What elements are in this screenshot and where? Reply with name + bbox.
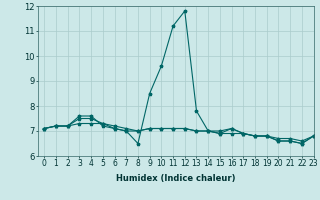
X-axis label: Humidex (Indice chaleur): Humidex (Indice chaleur) — [116, 174, 236, 183]
